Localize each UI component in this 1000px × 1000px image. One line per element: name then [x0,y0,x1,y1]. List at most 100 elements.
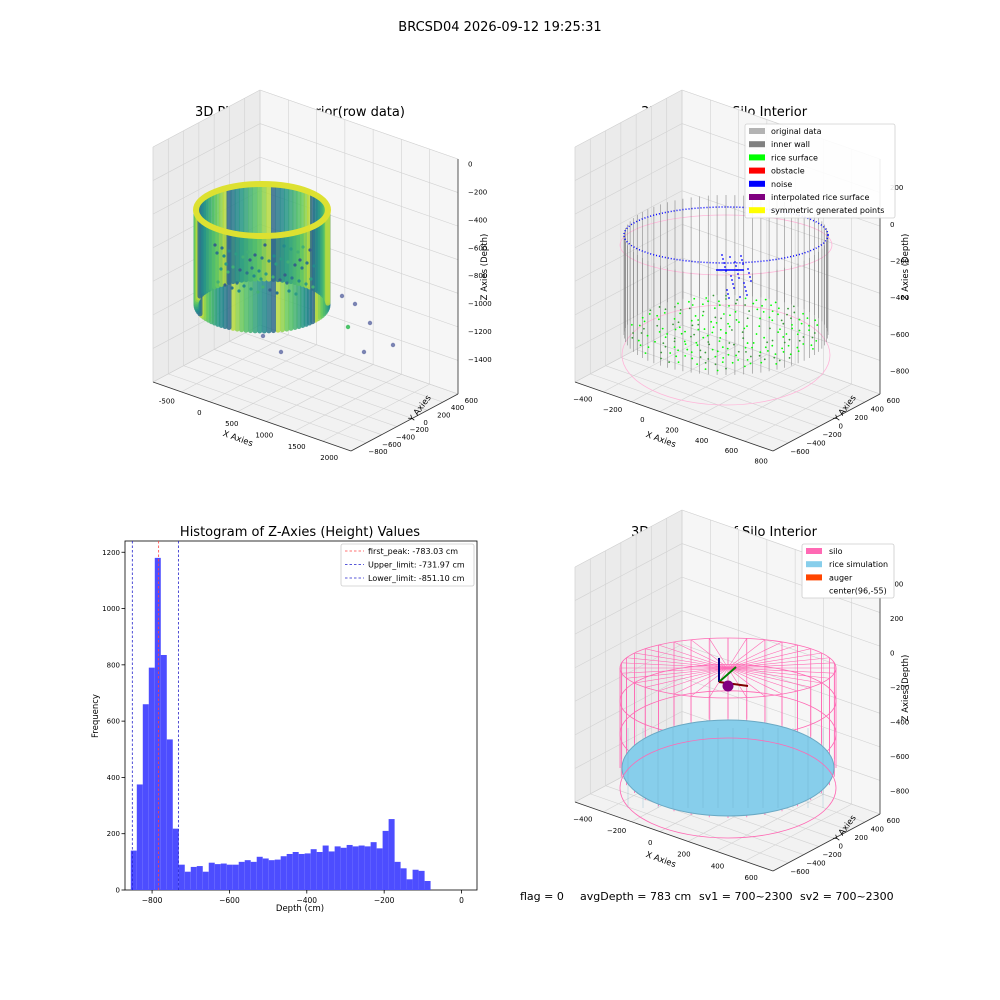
rice-surface-point [782,322,785,325]
y-tick-label: −400 [806,440,825,448]
y-axis-line [772,393,881,452]
grid-line [681,644,881,714]
rice-surface-point [808,329,810,332]
rice-surface-point [679,308,682,311]
x-tick-label: 600 [725,447,738,455]
rice-surface-point [695,341,698,344]
rice-surface-point [690,335,692,338]
rice-surface-point [704,361,707,364]
histogram-bar [172,828,179,890]
rice-surface-point [712,326,715,329]
z-tick-label: −600 [890,331,909,339]
rice-surface-point [746,358,749,361]
surface-point [253,253,257,257]
rice-surface-point [746,325,748,327]
surface-point [259,277,263,281]
panel-raw-zlabel: Z Axies (Depth) [480,234,490,301]
histogram-bar [226,864,233,890]
histogram-bar [154,557,161,890]
rice-surface-point [751,346,753,349]
grid-line [605,785,804,855]
rice-surface-point [764,298,767,301]
silo-roof-line [634,667,729,684]
surface-point [297,279,301,283]
rice-surface-point [790,317,792,320]
y-tick-label: −800 [368,448,387,456]
rice-surface-point [714,363,717,366]
rice-surface-point [718,340,721,343]
rice-surface-point [787,307,789,310]
grid-line [181,334,289,393]
x-tick-label: 200 [677,851,690,859]
rice-surface-point [725,367,727,370]
stray-point [361,349,367,355]
rice-surface-point [722,356,725,359]
grid-line [574,509,683,568]
grid-line [244,332,443,403]
y-tick-label: 200 [107,830,120,838]
panel-simulation-xlabel: X Axies [644,850,677,870]
rice-surface-point [791,323,793,326]
rim-points [193,181,331,239]
rice-surface-point [814,319,817,322]
rice-surface-point [678,326,681,329]
rice-surface-point [646,334,649,337]
grid-line [152,123,261,181]
rice-surface-point [727,322,729,325]
rice-surface-point [796,333,799,336]
surface-point [283,273,287,277]
surface-point [226,270,230,274]
rice-surface-point [737,359,740,361]
histogram-bar [196,866,203,890]
rice-surface-point [664,308,667,311]
grid-line [744,803,852,862]
y-tick-label: −600 [790,448,809,456]
rice-surface-point [656,324,659,327]
footer-flag: flag = 0 [520,890,564,903]
histogram-bar [274,859,281,890]
panel-simulation-zlabel: Z Axies (Depth) [901,655,911,722]
y-tick-label: 600 [465,397,478,405]
rice-surface-point [752,342,755,344]
rice-surface-point [758,354,761,357]
y-tick-label: 600 [107,718,120,726]
grid-line [574,291,683,349]
rice-surface-point [669,352,672,354]
noise-point [731,279,733,281]
grid-line [590,793,789,864]
silo-roof-line [634,652,729,669]
grid-line [631,344,739,402]
z-tick-label: −200 [890,258,909,266]
rice-surface-point [688,300,690,303]
x-tick-label: 500 [225,420,238,428]
surface-point [285,281,289,285]
legend-label: symmetric generated points [771,206,884,215]
rice-surface-point [674,328,677,331]
grid-line [681,190,881,260]
silo-roof-line [727,667,783,695]
x-tick-label: 400 [695,437,708,445]
rice-surface-point [766,341,769,344]
noise-point [738,277,740,279]
rice-surface-point [756,308,759,311]
rice-surface-point [677,349,679,352]
y-axis-line [772,813,881,872]
surface-point [312,264,316,268]
rice-surface-point [691,304,694,306]
surface-point [215,251,219,255]
legend-label: noise [771,180,792,189]
grid-line [574,711,683,769]
rice-surface-point [725,294,727,297]
surface-point [222,254,226,258]
rice-surface-point [697,323,700,326]
surface-point [311,285,315,289]
x-axis-line [574,801,774,872]
rice-surface-point [677,302,679,305]
rice-surface-point [802,343,805,345]
grid-line [214,349,413,419]
rice-surface-point [701,303,704,306]
histogram-bar [214,864,221,890]
grid-line [574,677,683,736]
legend-label: auger [829,573,853,582]
silo-bottom-ring [619,737,837,839]
